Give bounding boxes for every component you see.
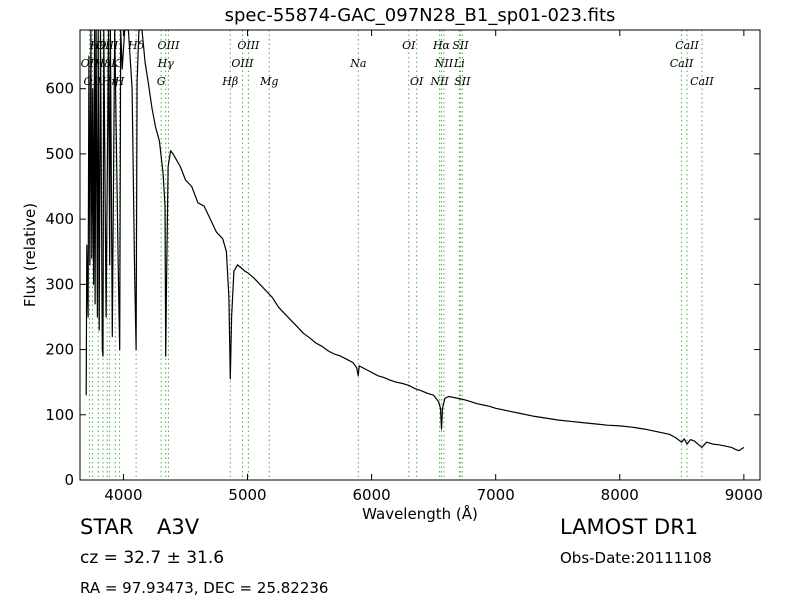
object-class: STAR: [80, 515, 134, 539]
spectral-line-label-5: Hη: [101, 75, 119, 88]
plot-frame: [79, 29, 761, 481]
spectral-line-label-21: NII: [434, 57, 454, 70]
x-tick-label-5: 9000: [725, 486, 763, 504]
spectral-line-label-17: OI: [402, 39, 416, 52]
x-tick-label-3: 7000: [477, 486, 515, 504]
spectral-line-label-6: K: [110, 57, 120, 70]
spectral-line-label-27: CaII: [690, 75, 714, 88]
redshift-cz: cz = 32.7 ± 31.6: [80, 548, 225, 568]
spectral-line-label-25: CaII: [670, 57, 694, 70]
survey-name: LAMOST DR1: [560, 515, 699, 539]
x-tick-label-4: 8000: [601, 486, 639, 504]
spectral-line-label-1: OII: [84, 75, 102, 88]
axis-ticks: 4000 5000 6000 7000 8000 9000 0 100 200 300 400 500…: [45, 30, 763, 504]
spectral-line-label-16: Na: [349, 57, 366, 70]
spectral-line-label-10: Hγ: [157, 57, 175, 70]
y-tick-label-3: 300: [45, 275, 74, 293]
spectral-line-label-26: CaII: [675, 39, 699, 52]
coordinates: RA = 97.93473, DEC = 25.82236: [80, 579, 329, 597]
x-axis-label: Wavelength (Å): [362, 505, 478, 523]
y-tick-label-5: 500: [45, 145, 74, 163]
spectral-line-label-18: OI: [410, 75, 424, 88]
y-tick-label-4: 400: [45, 210, 74, 228]
spectral-line-label-19: NII: [429, 75, 449, 88]
y-axis-label: Flux (relative): [21, 202, 39, 308]
x-tick-label-1: 5000: [228, 486, 266, 504]
y-tick-label-6: 600: [45, 80, 74, 98]
spectral-line-label-24: SII: [454, 75, 471, 88]
spectral-line-label-15: Mg: [259, 75, 278, 88]
x-tick-label-2: 6000: [353, 486, 391, 504]
spectral-line-label-11: OIII: [157, 39, 180, 52]
spectral-line-label-0: OII: [81, 57, 99, 70]
spectral-line-label-9: G: [157, 75, 166, 88]
spectral-line-label-20: Hα: [432, 39, 451, 52]
object-subclass: A3V: [157, 515, 200, 539]
spectral-line-label-23: SII: [452, 39, 469, 52]
observation-date: Obs-Date:20111108: [560, 549, 712, 567]
spectral-line-markers: [88, 30, 703, 480]
spectrum-series: [85, 29, 745, 452]
y-tick-label-0: 0: [64, 471, 74, 489]
spectral-line-label-12: Hβ: [221, 75, 238, 88]
y-tick-label-2: 200: [45, 341, 74, 359]
spectral-line-label-2: H9: [89, 39, 107, 52]
spectral-line-label-13: OIII: [231, 57, 254, 70]
spectrum-line: [85, 29, 745, 452]
spectral-line-label-3: H8: [94, 57, 112, 70]
spectral-line-label-7: H: [114, 75, 125, 88]
x-tick-label-0: 4000: [104, 486, 142, 504]
spectral-line-label-14: OIII: [237, 39, 260, 52]
y-tick-label-1: 100: [45, 406, 74, 424]
spectral-line-label-8: Hδ: [127, 39, 145, 52]
spectral-line-label-22: Li: [453, 57, 465, 70]
spectral-line-label-4: OIII: [96, 39, 119, 52]
spectral-line-labels: OII OII H9 H8 OIII Hη KH Hδ G Hγ OIII Hβ OIII OIII Mg N…: [81, 39, 715, 88]
chart-title: spec-55874-GAC_097N28_B1_sp01-023.fits: [224, 5, 616, 26]
